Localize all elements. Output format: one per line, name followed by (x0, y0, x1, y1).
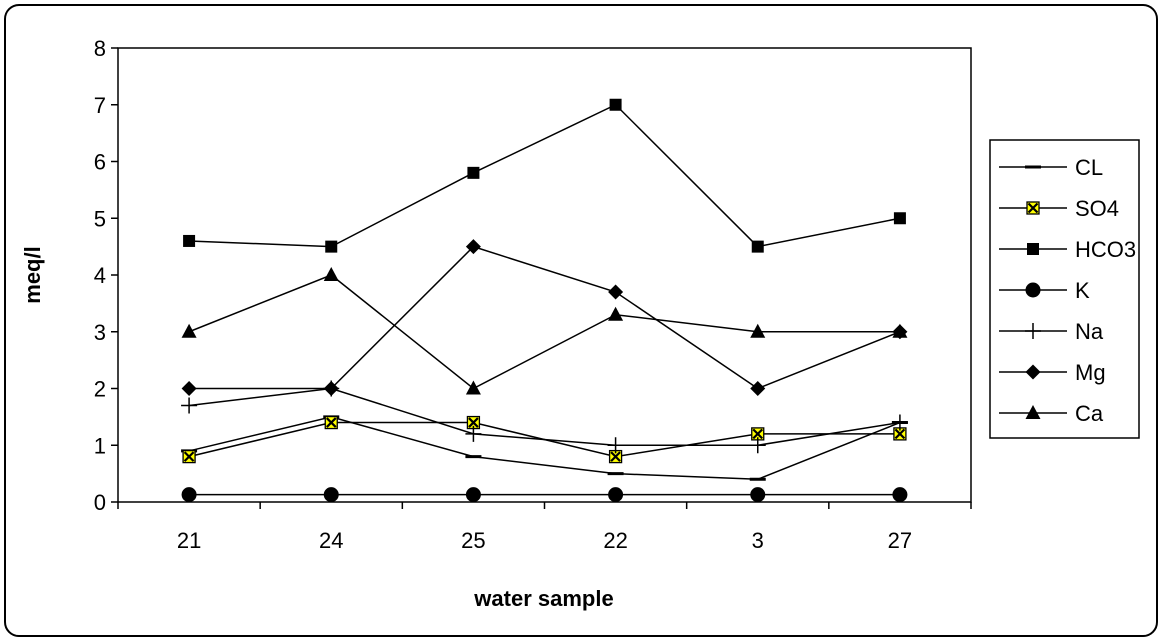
y-tick-label: 5 (94, 206, 106, 231)
point-hco3 (467, 166, 480, 179)
point-mg (750, 381, 766, 396)
point-na (607, 437, 624, 454)
series-line-na (188, 387, 901, 446)
legend-label-so4: SO4 (1075, 196, 1119, 221)
y-tick-label: 7 (94, 93, 106, 118)
y-tick-label: 2 (94, 377, 106, 402)
legend-item-hco3: HCO3 (999, 237, 1136, 262)
point-hco3 (609, 98, 622, 111)
series-line-mg (189, 245, 901, 390)
legend-label-hco3: HCO3 (1075, 237, 1136, 262)
point-na (749, 437, 766, 454)
x-tick-label: 21 (177, 528, 201, 553)
point-k (181, 487, 197, 503)
legend-box (989, 139, 1140, 439)
legend-label-k: K (1075, 278, 1090, 303)
point-so4 (466, 415, 481, 430)
series-hco3 (183, 98, 906, 253)
series-line-cl (188, 416, 901, 481)
legend-marker-hco3 (1027, 243, 1039, 255)
point-ca (181, 323, 197, 338)
x-tick-label: 27 (888, 528, 912, 553)
legend-item-cl: CL (999, 155, 1103, 180)
y-tick-label: 0 (94, 490, 106, 515)
legend: CL SO4 HCO3 K Na Mg Ca (989, 139, 1140, 439)
point-ca (465, 380, 481, 395)
legend-item-mg: Mg (999, 360, 1106, 385)
point-hco3 (325, 240, 338, 253)
point-na (181, 397, 198, 414)
point-mg (608, 284, 624, 300)
legend-label-cl: CL (1075, 155, 1103, 180)
x-tick-label: 3 (752, 528, 764, 553)
point-k (608, 487, 624, 503)
series-line-hco3 (189, 103, 901, 248)
point-so4 (182, 449, 196, 464)
legend-marker-mg (1025, 364, 1041, 380)
point-ca (892, 323, 908, 338)
point-mg (465, 239, 481, 255)
point-ca (750, 323, 766, 338)
x-tick-label: 22 (603, 528, 627, 553)
legend-marker-ca (1025, 405, 1041, 419)
point-mg (181, 381, 197, 396)
y-tick-label: 3 (94, 320, 106, 345)
point-mg (323, 381, 339, 396)
legend-marker-na (1025, 323, 1041, 339)
x-tick-label: 24 (319, 528, 343, 553)
point-na (891, 414, 908, 431)
y-tick-label: 4 (94, 263, 106, 288)
point-hco3 (183, 234, 196, 247)
y-tick-label: 6 (94, 150, 106, 175)
y-tick-label: 8 (94, 36, 106, 61)
x-tick-label: 25 (461, 528, 485, 553)
series-layer (181, 98, 908, 503)
legend-item-k: K (999, 278, 1090, 303)
point-so4 (608, 449, 623, 464)
legend-marker-so4 (1026, 201, 1040, 215)
point-ca (323, 267, 339, 281)
point-k (892, 487, 908, 503)
legend-item-so4: SO4 (999, 196, 1119, 221)
series-line-ca (188, 274, 900, 390)
point-so4 (751, 427, 765, 441)
legend-item-ca: Ca (999, 401, 1104, 426)
point-ca (608, 306, 624, 321)
axes: 0 1 2 3 4 5 6 7 8 21 24 25 22 3 27 (94, 36, 972, 553)
point-na (465, 425, 482, 442)
point-hco3 (751, 240, 764, 253)
legend-item-na: Na (999, 319, 1104, 344)
legend-marker-k (1025, 282, 1041, 298)
plot-area (117, 47, 972, 503)
y-axis-title: meq/l (20, 246, 45, 303)
point-k (323, 487, 339, 503)
legend-label-mg: Mg (1075, 360, 1106, 385)
series-k (181, 487, 908, 503)
legend-label-na: Na (1075, 319, 1104, 344)
point-so4 (324, 415, 338, 430)
series-so4 (182, 415, 907, 464)
point-k (465, 487, 481, 503)
series-ca (181, 267, 908, 395)
legend-label-ca: Ca (1075, 401, 1104, 426)
x-axis-title: water sample (473, 586, 613, 611)
point-k (750, 487, 766, 503)
y-tick-label: 1 (94, 433, 106, 458)
point-hco3 (893, 212, 906, 225)
